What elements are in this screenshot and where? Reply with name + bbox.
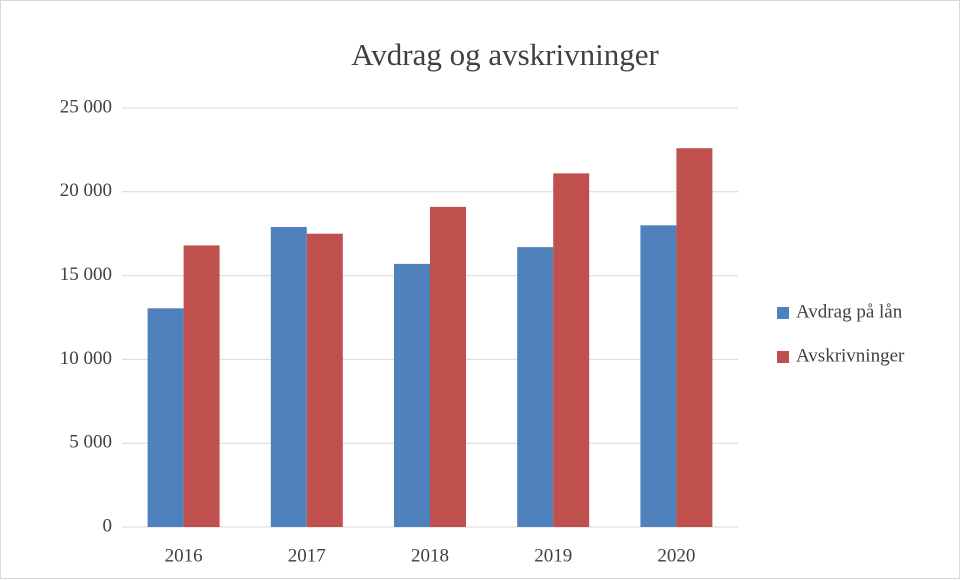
bar bbox=[394, 263, 430, 527]
x-tick-label: 2016 bbox=[165, 545, 203, 566]
legend-label: Avdrag på lån bbox=[796, 301, 903, 322]
bar bbox=[517, 247, 554, 527]
y-tick-label: 5 000 bbox=[69, 432, 112, 453]
bar bbox=[430, 206, 466, 527]
x-tick-label: 2020 bbox=[657, 545, 695, 566]
bar bbox=[553, 173, 590, 527]
legend-swatch bbox=[777, 307, 789, 319]
bar bbox=[676, 148, 713, 527]
y-tick-label: 15 000 bbox=[60, 264, 112, 285]
y-tick-label: 10 000 bbox=[60, 348, 112, 369]
y-tick-label: 20 000 bbox=[60, 180, 112, 201]
x-tick-label: 2019 bbox=[534, 545, 572, 566]
y-tick-label: 0 bbox=[103, 515, 113, 536]
bar bbox=[183, 245, 220, 527]
bar bbox=[640, 225, 677, 527]
x-tick-label: 2017 bbox=[288, 545, 326, 566]
y-tick-label: 25 000 bbox=[60, 96, 112, 117]
legend-label: Avskrivninger bbox=[796, 345, 905, 366]
chart-title: Avdrag og avskrivninger bbox=[351, 37, 659, 72]
bar bbox=[306, 233, 343, 527]
x-tick-label: 2018 bbox=[411, 545, 449, 566]
bar bbox=[270, 226, 307, 527]
legend-swatch bbox=[777, 351, 789, 363]
bar bbox=[147, 308, 184, 527]
